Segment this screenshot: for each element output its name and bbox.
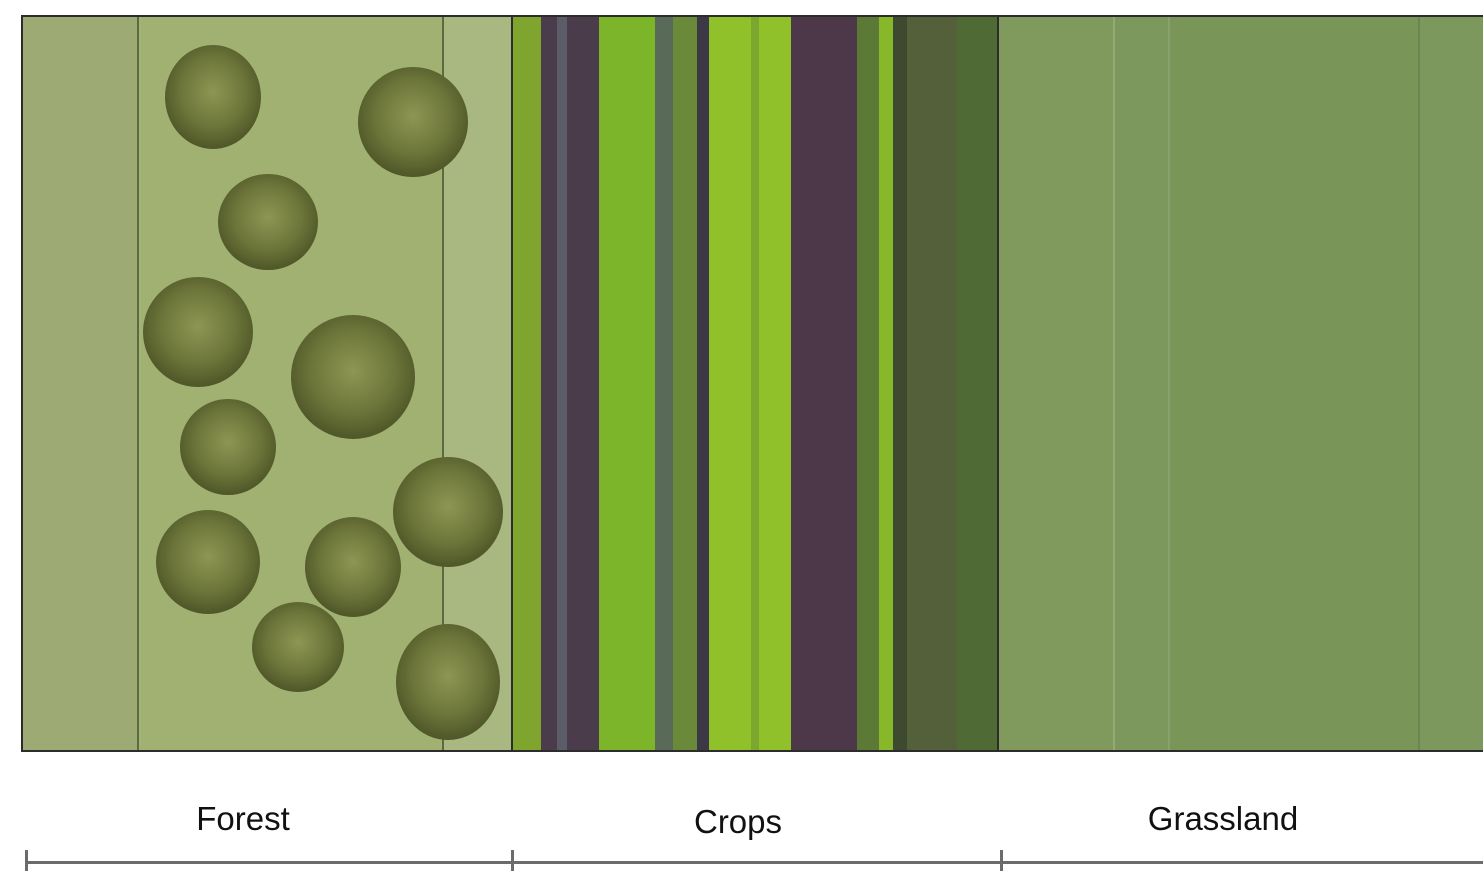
forest-label: Forest	[196, 800, 290, 837]
axis-tick-crops-grassland	[1000, 850, 1003, 871]
aerial-image-strip	[21, 15, 1483, 752]
axis-tick-start	[25, 850, 28, 871]
forest-aerial-image	[23, 17, 511, 750]
category-axis-line	[25, 861, 1483, 864]
crops-aerial-image	[511, 17, 999, 750]
grassland-aerial-image	[999, 17, 1483, 750]
axis-tick-forest-crops	[511, 850, 514, 871]
crops-label: Crops	[693, 803, 783, 840]
grassland-label: Grassland	[1147, 800, 1299, 837]
